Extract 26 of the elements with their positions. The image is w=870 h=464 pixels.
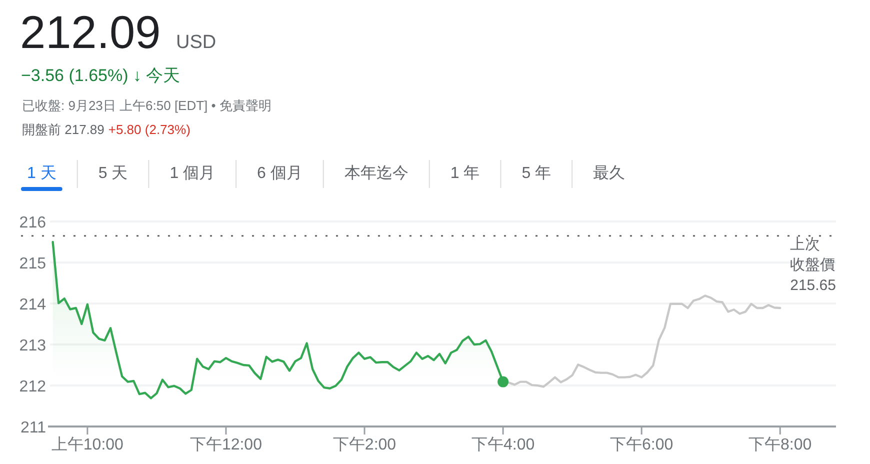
x-tick-label: 下午8:00 xyxy=(748,436,812,454)
y-tick-label: 216 xyxy=(19,214,46,232)
text: 1 個月 xyxy=(170,165,216,182)
x-tick-label: 上午10:00 xyxy=(51,436,124,454)
text: 1 年 xyxy=(450,165,480,182)
x-tick-label: 下午6:00 xyxy=(610,436,674,454)
text: 5 年 xyxy=(522,165,552,182)
y-tick-label: 213 xyxy=(19,338,46,354)
text: 本年迄今 xyxy=(344,164,408,182)
text: 5 天 xyxy=(98,165,128,182)
text: +5.80 (2.73%) xyxy=(108,122,190,137)
y-tick-label: 212 xyxy=(19,378,46,396)
x-tick-label: 下午2:00 xyxy=(332,436,396,454)
y-tick-label: 211 xyxy=(20,420,46,436)
text: 已收盤: 9月23日 上午6:50 [EDT] • 免責聲明 xyxy=(22,98,272,113)
x-tick-label: 下午12:00 xyxy=(190,436,262,454)
text: 1 天 xyxy=(27,165,56,182)
ref-line-label: 上次收盤價 215.65 xyxy=(790,236,836,294)
text: 開盤前 217.89 xyxy=(22,122,104,137)
chart-title: 212.09 USD xyxy=(20,6,216,58)
x-tick-label: 下午4:00 xyxy=(471,436,535,454)
y-tick-label: 214 xyxy=(19,296,46,314)
y-tick-label: 215 xyxy=(19,256,46,272)
text: 6 個月 xyxy=(257,165,302,182)
text: 最久 xyxy=(593,165,626,182)
chart-subtitle: −3.56 (1.65%) ↓ 今天 xyxy=(21,66,180,85)
